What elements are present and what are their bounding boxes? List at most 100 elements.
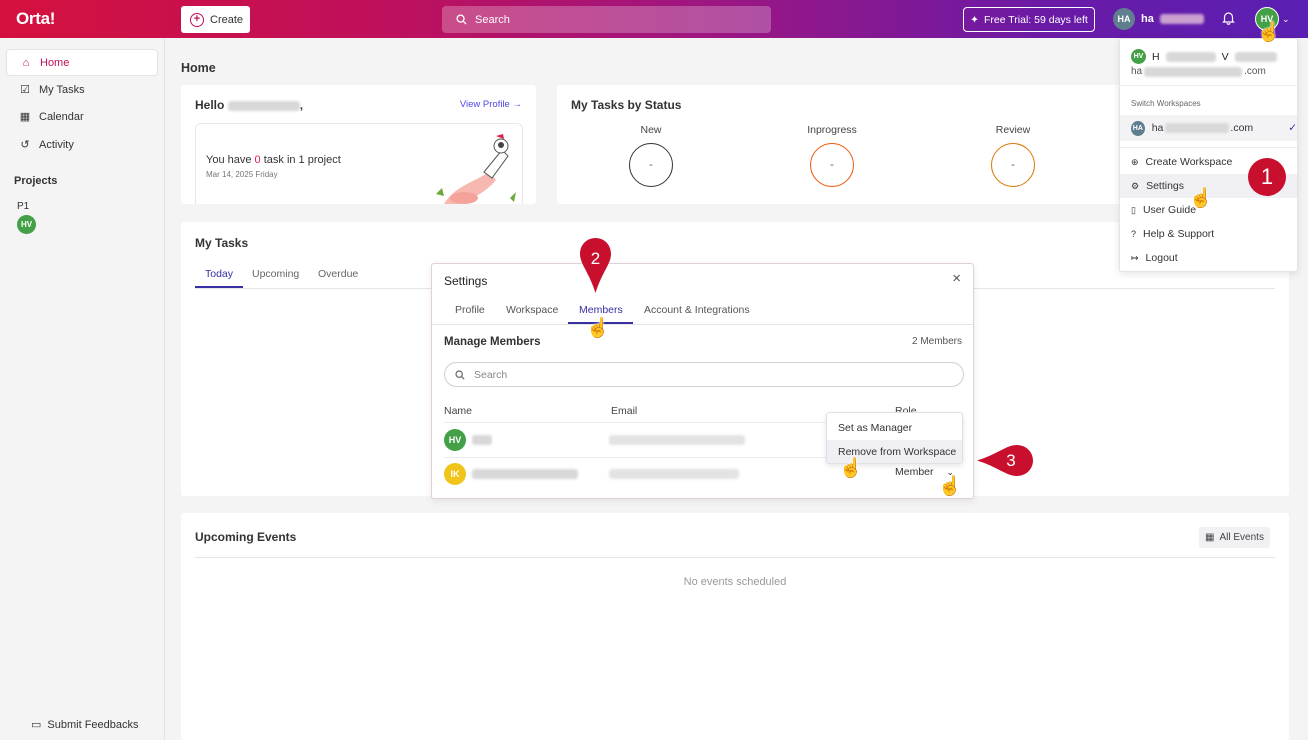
tab-upcoming[interactable]: Upcoming	[252, 268, 300, 280]
redacted-text	[1234, 51, 1277, 62]
bell-icon[interactable]	[1222, 11, 1235, 28]
row-divider	[444, 422, 964, 423]
tab-members[interactable]: Members	[579, 304, 623, 316]
sidebar-item-my-tasks[interactable]: ☑ My Tasks	[6, 76, 158, 103]
user-dropdown-menu: HV H V ha .com Switch Workspaces HA ha .…	[1119, 38, 1298, 272]
redacted-text	[1165, 51, 1216, 62]
logout-item[interactable]: ↦ Logout	[1120, 246, 1297, 270]
status-label-inprogress: Inprogress	[807, 124, 857, 136]
member-count: 2 Members	[911, 336, 962, 347]
status-label-new: New	[640, 124, 662, 136]
sidebar-item-label: My Tasks	[39, 83, 85, 96]
user-name-last: V	[1221, 50, 1229, 63]
submit-feedback-button[interactable]: ▭ Submit Feedbacks	[31, 718, 139, 732]
active-tab-indicator	[195, 286, 243, 288]
role-dropdown-menu: Set as Manager Remove from Workspace	[826, 412, 963, 464]
home-icon: ⌂	[22, 56, 30, 69]
redacted-text	[1165, 123, 1230, 133]
all-events-button[interactable]: ▦ All Events	[1199, 527, 1270, 548]
tab-profile[interactable]: Profile	[455, 304, 485, 316]
task-summary-prefix: You have	[206, 154, 255, 166]
member-search-input[interactable]: Search	[444, 362, 964, 387]
project-name: P1	[17, 201, 30, 212]
tab-today[interactable]: Today	[205, 268, 234, 280]
global-search-input[interactable]: Search	[442, 6, 771, 33]
calendar-icon: ▦	[19, 111, 31, 123]
redacted-text	[609, 435, 745, 445]
status-title: My Tasks by Status	[571, 98, 682, 112]
status-circle-inprogress[interactable]: -	[810, 143, 854, 187]
user-avatar: HV	[1131, 49, 1146, 64]
feedback-label: Submit Feedbacks	[47, 718, 139, 731]
greeting-text: Hello	[195, 98, 225, 112]
project-item[interactable]: P1 HV	[17, 201, 36, 234]
greeting: Hello ,	[195, 98, 304, 112]
tab-overdue[interactable]: Overdue	[318, 268, 359, 280]
status-circle-new[interactable]: -	[629, 143, 673, 187]
tab-workspace[interactable]: Workspace	[506, 304, 559, 316]
redacted-text	[1144, 66, 1243, 77]
sidebar-item-label: Activity	[39, 138, 74, 151]
user-menu-button[interactable]: HV ⌄	[1255, 7, 1290, 31]
search-icon	[455, 369, 465, 380]
top-bar: Orta! + Create Search ✦ Free Trial: 59 d…	[0, 0, 1308, 38]
menu-item-label: Settings	[1146, 180, 1185, 192]
help-icon: ?	[1131, 229, 1137, 239]
upcoming-events-card: Upcoming Events ▦ All Events No events s…	[181, 513, 1289, 740]
view-profile-link[interactable]: View Profile →	[459, 99, 522, 110]
user-email-row: ha .com	[1131, 66, 1266, 77]
task-summary: You have 0 task in 1 project	[206, 154, 341, 166]
workspace-name: ha	[1141, 13, 1154, 25]
sidebar-item-label: Home	[40, 56, 70, 69]
hand-cursor-icon: ☝	[938, 476, 962, 497]
manage-members-title: Manage Members	[444, 336, 541, 348]
task-summary-suffix: task in 1 project	[260, 154, 341, 166]
menu-item-label: Create Workspace	[1145, 156, 1233, 168]
row-divider	[444, 457, 964, 458]
status-circle-review[interactable]: -	[991, 143, 1035, 187]
search-placeholder: Search	[474, 368, 508, 381]
app-logo[interactable]: Orta!	[16, 9, 56, 28]
create-workspace-item[interactable]: ⊕ Create Workspace	[1120, 150, 1297, 174]
workspace-option[interactable]: HA ha .com ✓	[1120, 115, 1297, 141]
remove-from-workspace-option[interactable]: Remove from Workspace	[827, 440, 962, 463]
workspace-suffix: .com	[1230, 122, 1254, 134]
sidebar-item-home[interactable]: ⌂ Home	[6, 49, 158, 76]
checkmark-icon: ✓	[1288, 122, 1297, 134]
workspace-prefix: ha	[1151, 122, 1164, 134]
menu-item-label: User Guide	[1142, 204, 1197, 216]
user-guide-item[interactable]: ▯ User Guide	[1120, 198, 1297, 222]
hand-cursor-icon: ☝	[586, 318, 610, 339]
step-2-label: 2	[590, 249, 601, 268]
create-button[interactable]: + Create	[181, 6, 250, 33]
sidebar: ⌂ Home ☑ My Tasks ▦ Calendar ↺ Activity …	[0, 38, 165, 740]
close-icon[interactable]: ×	[952, 270, 961, 287]
redacted-text	[472, 469, 578, 479]
events-title: Upcoming Events	[195, 530, 297, 544]
checkbox-icon: ☑	[20, 84, 30, 96]
role-select[interactable]: Member ⌄	[895, 466, 954, 478]
user-avatar: HV	[1255, 7, 1279, 31]
column-header-name: Name	[444, 405, 473, 417]
chevron-down-icon: ⌄	[946, 467, 954, 477]
workspace-avatar: HA	[1113, 8, 1135, 30]
sidebar-item-activity[interactable]: ↺ Activity	[6, 131, 158, 158]
sidebar-item-calendar[interactable]: ▦ Calendar	[6, 103, 158, 130]
tab-divider	[432, 324, 975, 325]
sparkle-icon: ✦	[970, 13, 979, 26]
free-trial-button[interactable]: ✦ Free Trial: 59 days left	[963, 7, 1095, 32]
set-as-manager-option[interactable]: Set as Manager	[838, 421, 913, 434]
help-support-item[interactable]: ? Help & Support	[1120, 222, 1297, 246]
project-avatar: HV	[17, 215, 36, 234]
plus-circle-icon: ⊕	[1131, 156, 1139, 167]
hand-cursor-icon: ☝	[839, 458, 863, 479]
user-name-row: HV H V	[1131, 49, 1277, 64]
workspace-chip[interactable]: HA ha	[1113, 8, 1204, 30]
empty-state: No events scheduled	[683, 576, 787, 588]
chevron-down-icon: ⌄	[1282, 13, 1290, 24]
tab-account-integrations[interactable]: Account & Integrations	[644, 304, 750, 316]
calendar-icon: ▦	[1205, 532, 1215, 543]
plus-icon: +	[190, 12, 204, 27]
trial-label: Free Trial: 59 days left	[983, 13, 1088, 26]
modal-title: Settings	[444, 274, 488, 288]
